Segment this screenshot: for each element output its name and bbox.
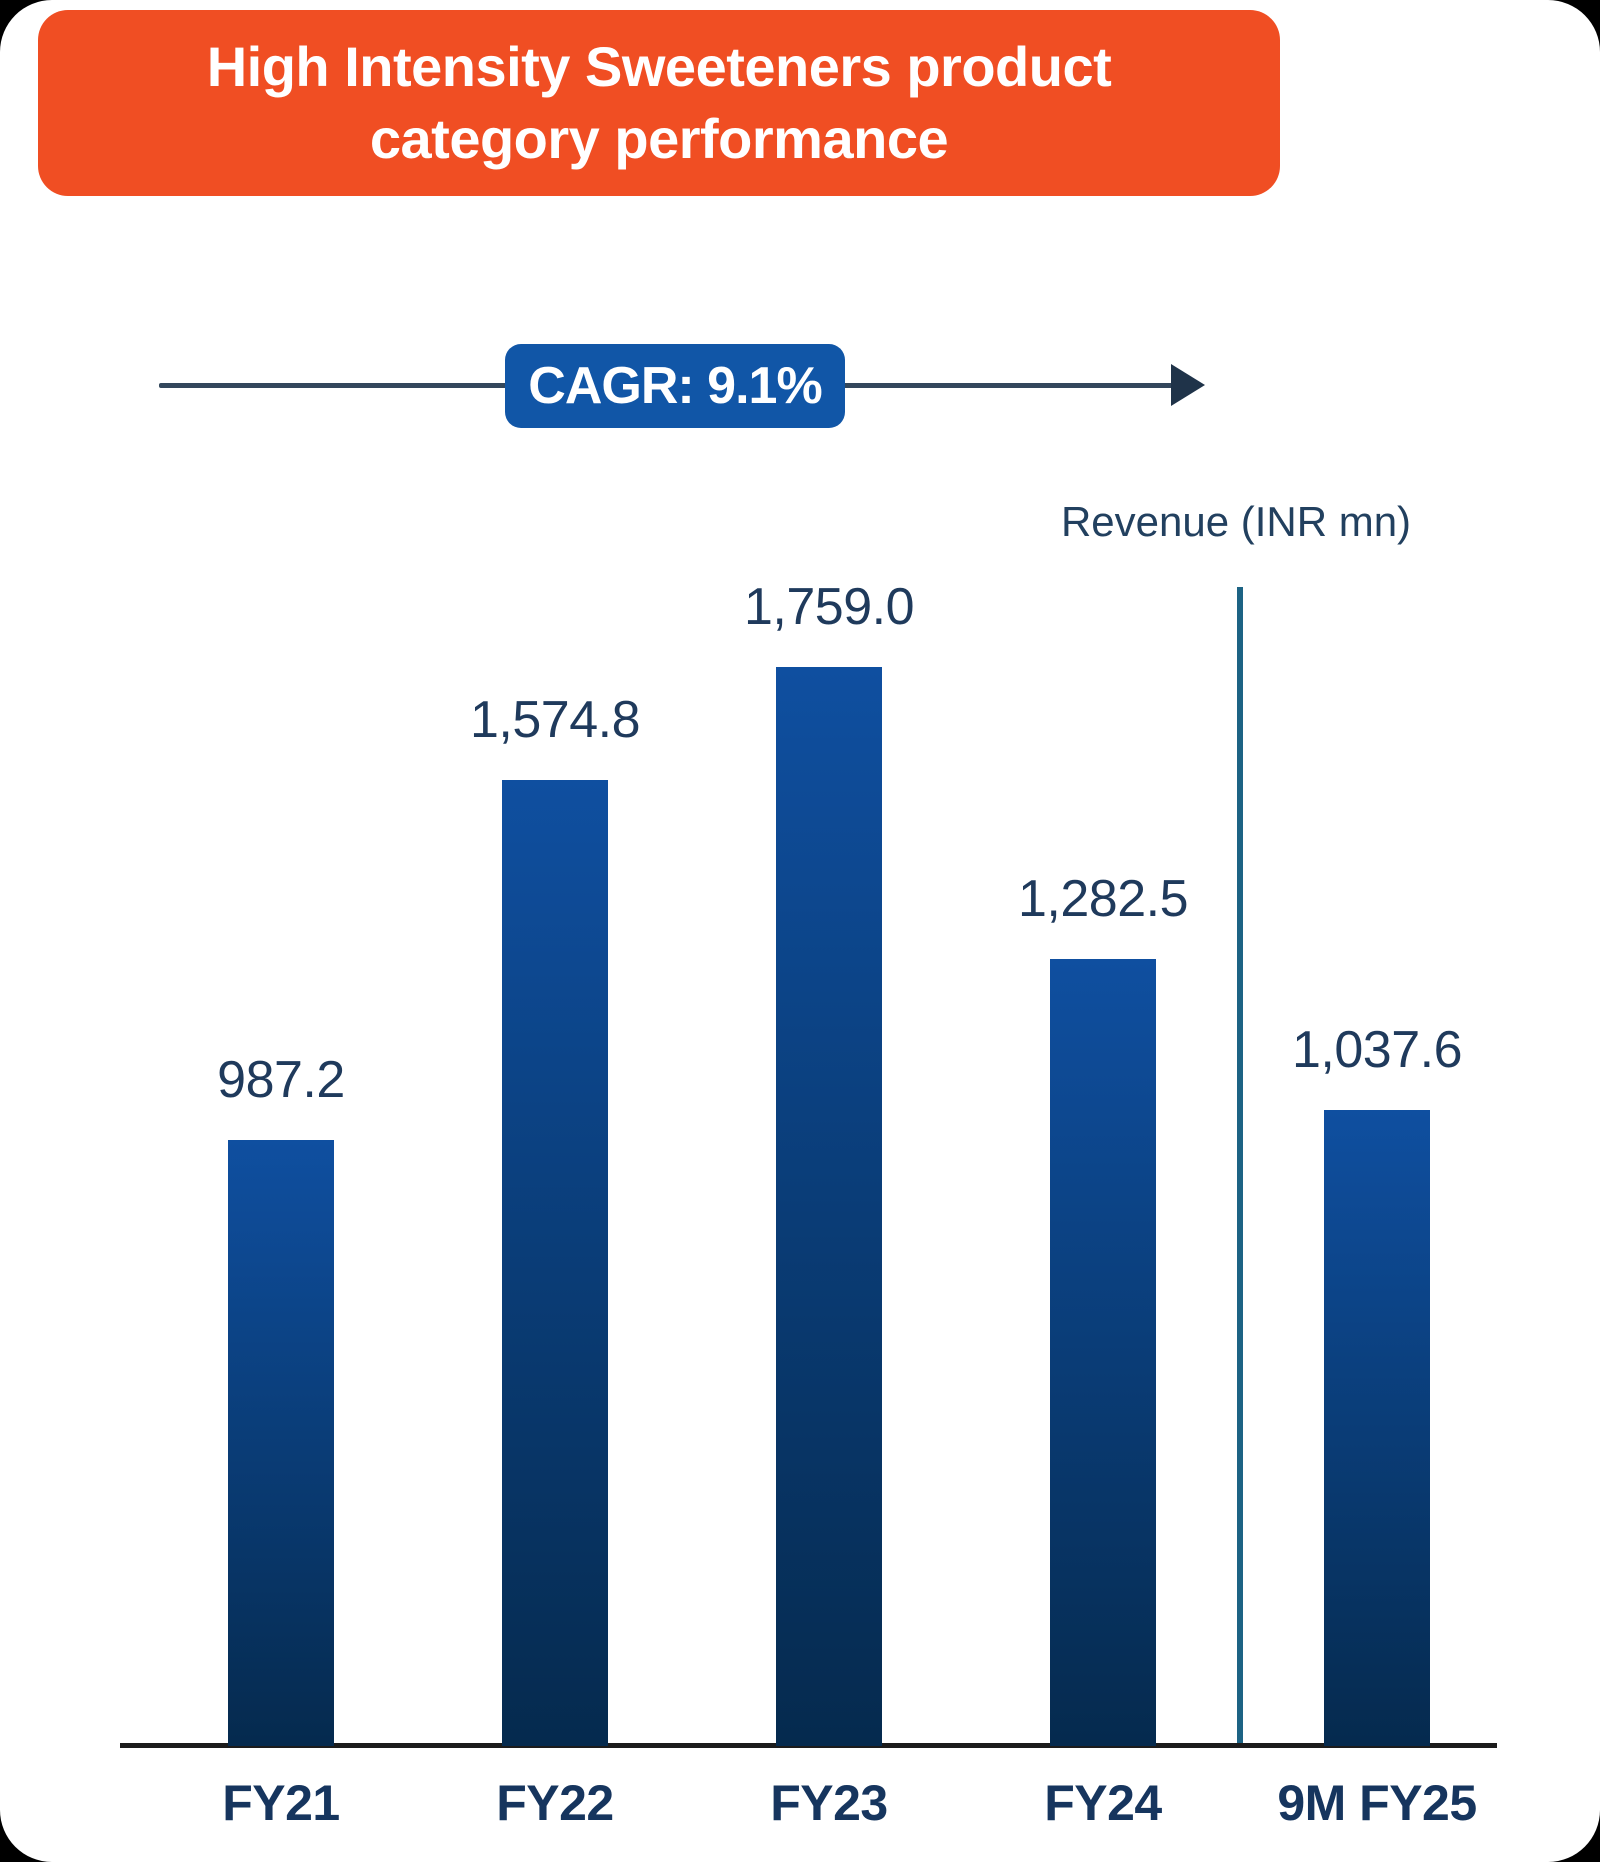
x-axis-label-fy23: FY23 bbox=[770, 1775, 888, 1831]
cagr-badge-label: CAGR: 9.1% bbox=[528, 357, 822, 415]
x-axis-label-9m-fy25: 9M FY25 bbox=[1277, 1775, 1477, 1831]
x-axis-label-fy22: FY22 bbox=[496, 1775, 614, 1831]
bar-value-label-fy24: 1,282.5 bbox=[1018, 870, 1189, 928]
x-axis-label-fy21: FY21 bbox=[222, 1775, 340, 1831]
x-axis-label-fy24: FY24 bbox=[1044, 1775, 1162, 1831]
y-axis-unit-label: Revenue (INR mn) bbox=[1060, 498, 1412, 545]
period-separator-line bbox=[1237, 587, 1243, 1746]
bar-fy22 bbox=[502, 780, 608, 1746]
bar-fy21 bbox=[228, 1140, 334, 1746]
bar-value-label-fy22: 1,574.8 bbox=[470, 691, 641, 749]
chart-title-line1: High Intensity Sweeteners product bbox=[206, 35, 1112, 98]
bar-fy23 bbox=[776, 667, 882, 1746]
bar-value-label-fy21: 987.2 bbox=[217, 1051, 345, 1109]
cagr-badge: CAGR: 9.1% bbox=[505, 344, 845, 428]
bar-9m-fy25 bbox=[1324, 1110, 1430, 1746]
arrow-right-icon bbox=[1171, 364, 1205, 406]
chart-title-line2: category performance bbox=[369, 107, 949, 170]
bar-value-label-9m-fy25: 1,037.6 bbox=[1292, 1021, 1463, 1079]
chart-title-banner: High Intensity Sweeteners product catego… bbox=[38, 10, 1280, 196]
bar-fy24 bbox=[1050, 959, 1156, 1746]
bar-value-label-fy23: 1,759.0 bbox=[744, 578, 915, 636]
